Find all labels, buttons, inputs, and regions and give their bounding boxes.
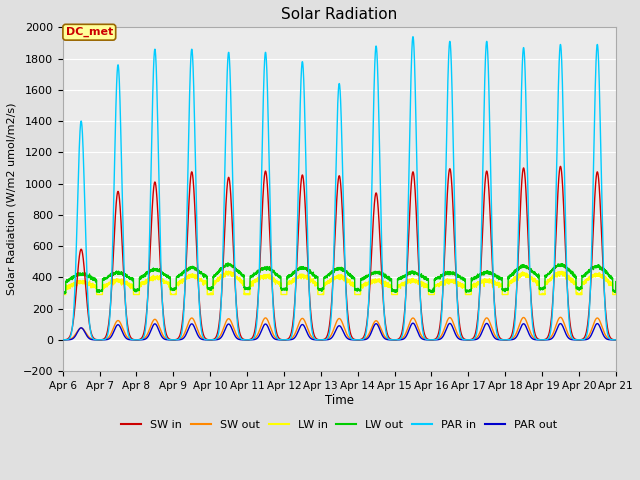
PAR out <box>463 337 471 343</box>
Text: DC_met: DC_met <box>66 27 113 37</box>
PAR out <box>319 337 326 343</box>
PAR in <box>59 337 67 343</box>
SW in <box>495 332 502 338</box>
LW in <box>319 292 326 298</box>
Title: Solar Radiation: Solar Radiation <box>281 7 397 22</box>
PAR out <box>59 337 67 343</box>
PAR in <box>463 337 471 343</box>
LW out <box>463 288 471 294</box>
SW in <box>557 164 564 169</box>
PAR out <box>158 334 166 340</box>
LW out <box>319 287 326 293</box>
Line: PAR out: PAR out <box>63 323 616 340</box>
LW in <box>495 283 502 288</box>
SW out <box>158 331 166 336</box>
LW in <box>433 283 440 289</box>
SW in <box>158 295 166 300</box>
Legend: SW in, SW out, LW in, LW out, PAR in, PAR out: SW in, SW out, LW in, LW out, PAR in, PA… <box>117 415 561 434</box>
Line: SW out: SW out <box>63 317 616 340</box>
LW in <box>222 268 230 274</box>
LW in <box>463 292 471 298</box>
SW in <box>612 337 620 343</box>
PAR in <box>495 336 502 341</box>
Line: LW out: LW out <box>63 263 616 294</box>
LW in <box>612 285 620 290</box>
SW out <box>463 337 471 343</box>
Line: PAR in: PAR in <box>63 36 616 340</box>
SW in <box>611 337 619 343</box>
PAR out <box>495 337 502 343</box>
SW in <box>433 335 440 341</box>
Y-axis label: Solar Radiation (W/m2 umol/m2/s): Solar Radiation (W/m2 umol/m2/s) <box>7 103 17 295</box>
Line: LW in: LW in <box>63 271 616 295</box>
PAR out <box>611 337 619 343</box>
X-axis label: Time: Time <box>324 394 354 407</box>
LW out <box>224 260 232 266</box>
PAR in <box>612 337 620 343</box>
LW out <box>611 288 619 294</box>
LW in <box>611 292 619 298</box>
PAR in <box>409 34 417 39</box>
LW out <box>433 275 440 281</box>
LW in <box>59 292 67 298</box>
SW out <box>433 336 440 342</box>
SW out <box>557 314 564 320</box>
SW out <box>612 337 620 343</box>
PAR in <box>319 337 326 343</box>
SW in <box>463 337 471 343</box>
LW out <box>61 291 68 297</box>
LW out <box>612 279 620 285</box>
SW in <box>59 337 67 343</box>
SW out <box>319 337 326 343</box>
SW out <box>59 337 67 343</box>
LW out <box>158 270 166 276</box>
SW out <box>611 337 619 343</box>
Line: SW in: SW in <box>63 167 616 340</box>
PAR out <box>433 337 440 343</box>
SW out <box>495 336 502 342</box>
LW out <box>495 277 502 283</box>
PAR in <box>433 336 440 342</box>
LW in <box>158 278 166 284</box>
PAR in <box>611 337 619 343</box>
PAR out <box>612 337 620 343</box>
PAR in <box>158 294 166 300</box>
LW out <box>59 290 67 296</box>
SW in <box>319 337 326 343</box>
PAR out <box>409 320 417 326</box>
